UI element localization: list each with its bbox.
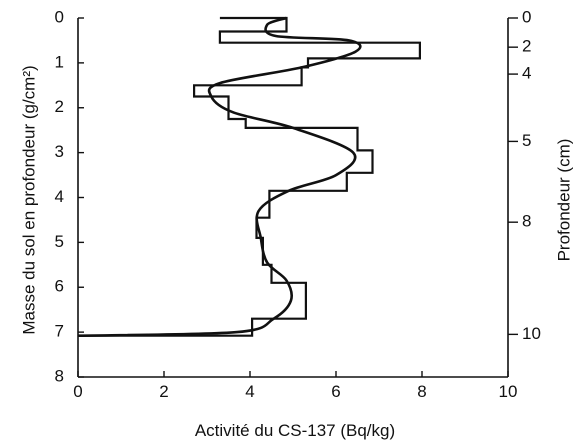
series-layer xyxy=(77,16,421,337)
y2-tick-label-10: 10 xyxy=(522,324,541,343)
y-tick-label-1: 1 xyxy=(55,52,64,71)
y2-tick-label-2: 2 xyxy=(522,37,531,56)
x-tick-label-6: 6 xyxy=(331,382,340,401)
y2-tick-label-0: 0 xyxy=(522,7,531,26)
y-tick-label-8: 8 xyxy=(55,366,64,385)
y-axis-title: Masse du sol en profondeur (g/cm²) xyxy=(19,65,38,334)
y-tick-label-5: 5 xyxy=(55,232,64,251)
y-tick-label-0: 0 xyxy=(55,7,64,26)
x-tick-label-8: 8 xyxy=(417,382,426,401)
smoothed-profile-line xyxy=(77,16,362,337)
y-axis-title-group: Masse du sol en profondeur (g/cm²) xyxy=(19,65,38,334)
step-profile-line xyxy=(78,16,421,337)
y-tick-label-7: 7 xyxy=(55,322,64,341)
x-tick-label-10: 10 xyxy=(499,382,518,401)
y-tick-label-2: 2 xyxy=(55,97,64,116)
y2-tick-label-5: 5 xyxy=(522,131,531,150)
x-tick-label-2: 2 xyxy=(159,382,168,401)
y2-tick-label-4: 4 xyxy=(522,64,531,83)
y-tick-label-4: 4 xyxy=(55,187,64,206)
x-tick-label-0: 0 xyxy=(73,382,82,401)
x-axis-title: Activité du CS-137 (Bq/kg) xyxy=(195,421,395,440)
y2-axis-title-group: Profondeur (cm) xyxy=(554,139,573,262)
y2-axis-title: Profondeur (cm) xyxy=(554,139,573,262)
x-tick-label-4: 4 xyxy=(245,382,254,401)
y-tick-label-3: 3 xyxy=(55,142,64,161)
y2-tick-label-8: 8 xyxy=(522,212,531,231)
y-tick-label-6: 6 xyxy=(55,277,64,296)
